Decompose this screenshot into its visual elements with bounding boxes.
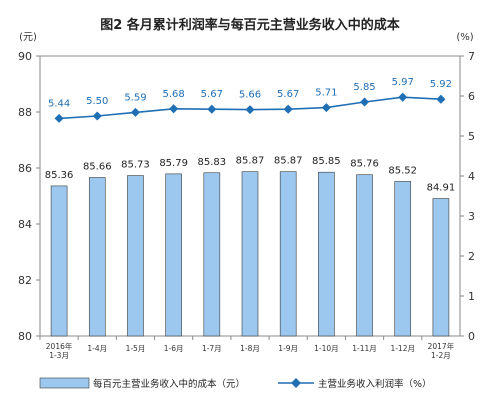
category-label: 1-12月 (390, 344, 415, 353)
category-label: 1-3月 (49, 351, 69, 360)
legend-bar-swatch (39, 377, 90, 389)
category-label: 1-9月 (278, 344, 298, 353)
bar-label: 85.87 (274, 156, 303, 167)
bar (356, 174, 373, 337)
legend-line-marker (291, 378, 301, 388)
right-tick-label: 2 (468, 250, 475, 263)
bar-series (50, 171, 450, 337)
line-point (398, 92, 408, 102)
bar (203, 172, 221, 337)
category-label: 1-6月 (164, 344, 184, 353)
bar (127, 175, 144, 337)
line-point (360, 97, 370, 107)
line-point (92, 111, 102, 121)
line-label: 5.97 (392, 77, 414, 88)
line-series (54, 92, 446, 123)
line-point (321, 103, 331, 113)
category-label: 1-8月 (240, 344, 260, 353)
bar (318, 171, 335, 337)
bar-label: 85.52 (388, 165, 417, 176)
line-point (283, 104, 293, 114)
bar-label: 85.83 (197, 157, 226, 168)
line-label: 5.59 (124, 92, 146, 103)
bar-label: 85.73 (121, 160, 150, 171)
line-point (207, 104, 217, 114)
category-label: 1-4月 (87, 344, 107, 353)
bar-label: 85.66 (83, 162, 112, 173)
right-tick-label: 7 (468, 50, 475, 63)
category-label: 1-11月 (352, 344, 377, 353)
legend-bar-label: 每百元主营业务收入中的成本（元） (93, 378, 245, 390)
bar (241, 171, 259, 337)
line-point (245, 105, 255, 115)
bar (279, 171, 297, 337)
left-axis: 80 82 84 86 88 90 (18, 50, 40, 343)
category-label: 1-2月 (431, 351, 451, 360)
bar-label: 84.91 (427, 183, 456, 194)
left-axis-unit: (元) (19, 32, 37, 43)
legend-line-label: 主营业务收入利润率（%） (318, 378, 432, 390)
bar-label: 85.85 (312, 156, 341, 167)
line-point (169, 104, 179, 114)
left-tick-label: 90 (18, 50, 32, 63)
category-label: 2017年 (428, 341, 455, 351)
line-point (130, 107, 140, 117)
line-label: 5.67 (277, 89, 299, 100)
bar-label: 85.76 (350, 159, 379, 170)
right-axis-unit: (%) (456, 32, 473, 43)
bar (432, 198, 450, 337)
left-tick-label: 86 (18, 162, 32, 175)
left-tick-label: 84 (18, 218, 32, 231)
line-label: 5.71 (315, 88, 337, 99)
line-label: 5.66 (239, 90, 261, 101)
bar-label: 85.87 (236, 156, 265, 167)
line-point (54, 113, 64, 123)
right-tick-label: 3 (468, 210, 475, 223)
right-tick-label: 6 (468, 90, 475, 103)
bar (394, 181, 412, 337)
left-tick-label: 82 (18, 274, 32, 287)
bar (165, 173, 182, 337)
right-tick-label: 1 (468, 290, 475, 303)
line-label: 5.68 (163, 89, 185, 100)
bar-labels: 85.36 85.66 85.73 85.79 85.83 85.87 85.87 85.85… (45, 156, 455, 194)
line-label: 5.92 (430, 79, 452, 90)
line-label: 5.50 (86, 96, 108, 107)
category-label: 1-7月 (202, 344, 222, 353)
bar (88, 177, 106, 337)
bar (50, 185, 68, 337)
category-label: 2016年 (46, 341, 73, 351)
right-tick-label: 5 (468, 130, 475, 143)
line-label: 5.67 (201, 89, 223, 100)
line-label: 5.44 (48, 98, 70, 109)
left-tick-label: 80 (18, 330, 32, 343)
right-tick-label: 0 (468, 330, 475, 343)
category-label: 1-10月 (314, 344, 339, 353)
line-label: 5.85 (353, 82, 375, 93)
left-tick-label: 88 (18, 106, 32, 119)
line-labels: 5.44 5.50 5.59 5.68 5.67 5.66 5.67 5.71 5.85 5.97… (48, 77, 452, 109)
bar-label: 85.36 (45, 170, 74, 181)
category-label: 1-5月 (126, 344, 146, 353)
right-tick-label: 4 (468, 170, 475, 183)
chart-title: 图2 各月累计利润率与每百元主营业务收入中的成本 (100, 17, 400, 33)
bar-label: 85.79 (159, 158, 188, 169)
line-point (436, 94, 446, 104)
legend: 每百元主营业务收入中的成本（元） 主营业务收入利润率（%） (39, 377, 432, 390)
right-axis: 0 1 2 3 4 5 6 7 (460, 50, 475, 343)
